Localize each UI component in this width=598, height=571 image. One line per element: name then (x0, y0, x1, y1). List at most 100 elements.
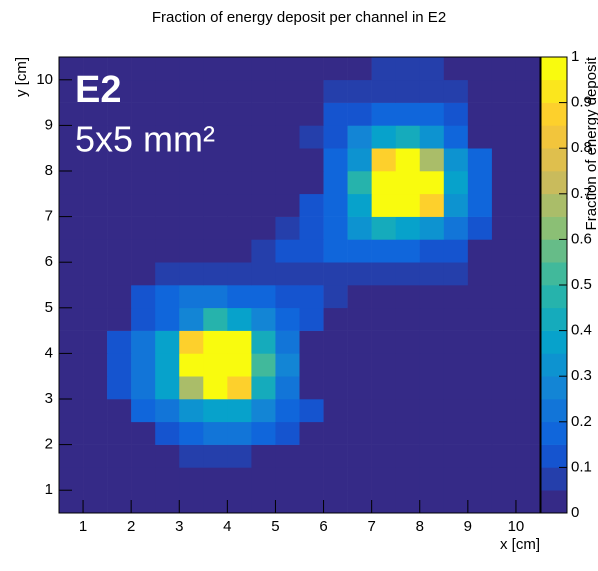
cell (179, 444, 204, 468)
cell (227, 193, 252, 217)
cell (371, 148, 396, 172)
cell (467, 193, 493, 217)
cell (155, 467, 180, 491)
cell (227, 330, 252, 354)
cell (203, 57, 228, 81)
cell (83, 239, 108, 263)
cell (395, 57, 421, 81)
cell (107, 444, 132, 468)
cell (83, 57, 108, 81)
cell (419, 216, 445, 240)
cell (83, 148, 108, 172)
cell (419, 262, 445, 286)
cell (275, 148, 300, 172)
x-tick-label: 3 (175, 518, 183, 535)
cell (131, 125, 156, 149)
cell (227, 262, 252, 286)
cell (347, 171, 372, 195)
y-tick-label: 1 (45, 481, 53, 498)
cell (107, 467, 132, 491)
cell (107, 102, 132, 126)
cell (371, 171, 396, 195)
cell (107, 148, 132, 172)
cell (491, 421, 517, 445)
cell (323, 148, 348, 172)
cell (347, 57, 372, 81)
cell (299, 376, 324, 400)
cell (59, 239, 84, 263)
cell (371, 285, 396, 309)
cell (491, 102, 517, 126)
cell (179, 353, 204, 377)
cell (155, 353, 180, 377)
z-tick-label: 0.6 (571, 230, 592, 247)
cell (443, 262, 469, 286)
cell (251, 57, 276, 81)
colorbar-band (541, 239, 567, 263)
cell (395, 421, 421, 445)
cell (347, 148, 372, 172)
cell (323, 399, 348, 423)
cell (467, 216, 493, 240)
cell (395, 467, 421, 491)
cell (179, 421, 204, 445)
cell (347, 444, 372, 468)
x-axis-label: x [cm] (500, 536, 540, 553)
y-tick-label: 6 (45, 253, 53, 270)
cell (491, 399, 517, 423)
cell (155, 285, 180, 309)
cell (59, 444, 84, 468)
cell (203, 262, 228, 286)
cell (371, 490, 396, 514)
colorbar-band (541, 330, 567, 354)
cell (107, 125, 132, 149)
cell (467, 353, 493, 377)
cell (179, 399, 204, 423)
cell (323, 330, 348, 354)
cell (179, 171, 204, 195)
cell (155, 262, 180, 286)
cell (155, 79, 180, 103)
cell (299, 490, 324, 514)
colorbar-band (541, 262, 567, 286)
cell (59, 467, 84, 491)
cell (395, 262, 421, 286)
cell (131, 193, 156, 217)
cell (83, 330, 108, 354)
cell (515, 102, 541, 126)
cell (443, 193, 469, 217)
cell (83, 193, 108, 217)
cell (443, 444, 469, 468)
cell (83, 285, 108, 309)
cell (371, 102, 396, 126)
cell (131, 444, 156, 468)
cell (203, 239, 228, 263)
cell (347, 421, 372, 445)
cell (131, 102, 156, 126)
cell (155, 330, 180, 354)
y-tick-label: 8 (45, 162, 53, 179)
cell (491, 376, 517, 400)
cell (419, 467, 445, 491)
cell (419, 330, 445, 354)
cell (323, 239, 348, 263)
cell (251, 330, 276, 354)
cell (155, 57, 180, 81)
z-tick-label: 0.7 (571, 185, 592, 202)
cell (419, 193, 445, 217)
cell (323, 285, 348, 309)
cell (131, 216, 156, 240)
cell (491, 307, 517, 331)
cell (347, 399, 372, 423)
cell (275, 79, 300, 103)
cell (107, 262, 132, 286)
cell (395, 376, 421, 400)
colorbar-band (541, 444, 567, 468)
plot-frame (58, 56, 541, 514)
cell (251, 102, 276, 126)
cell (227, 171, 252, 195)
cell (251, 171, 276, 195)
cell (227, 353, 252, 377)
cell (419, 285, 445, 309)
